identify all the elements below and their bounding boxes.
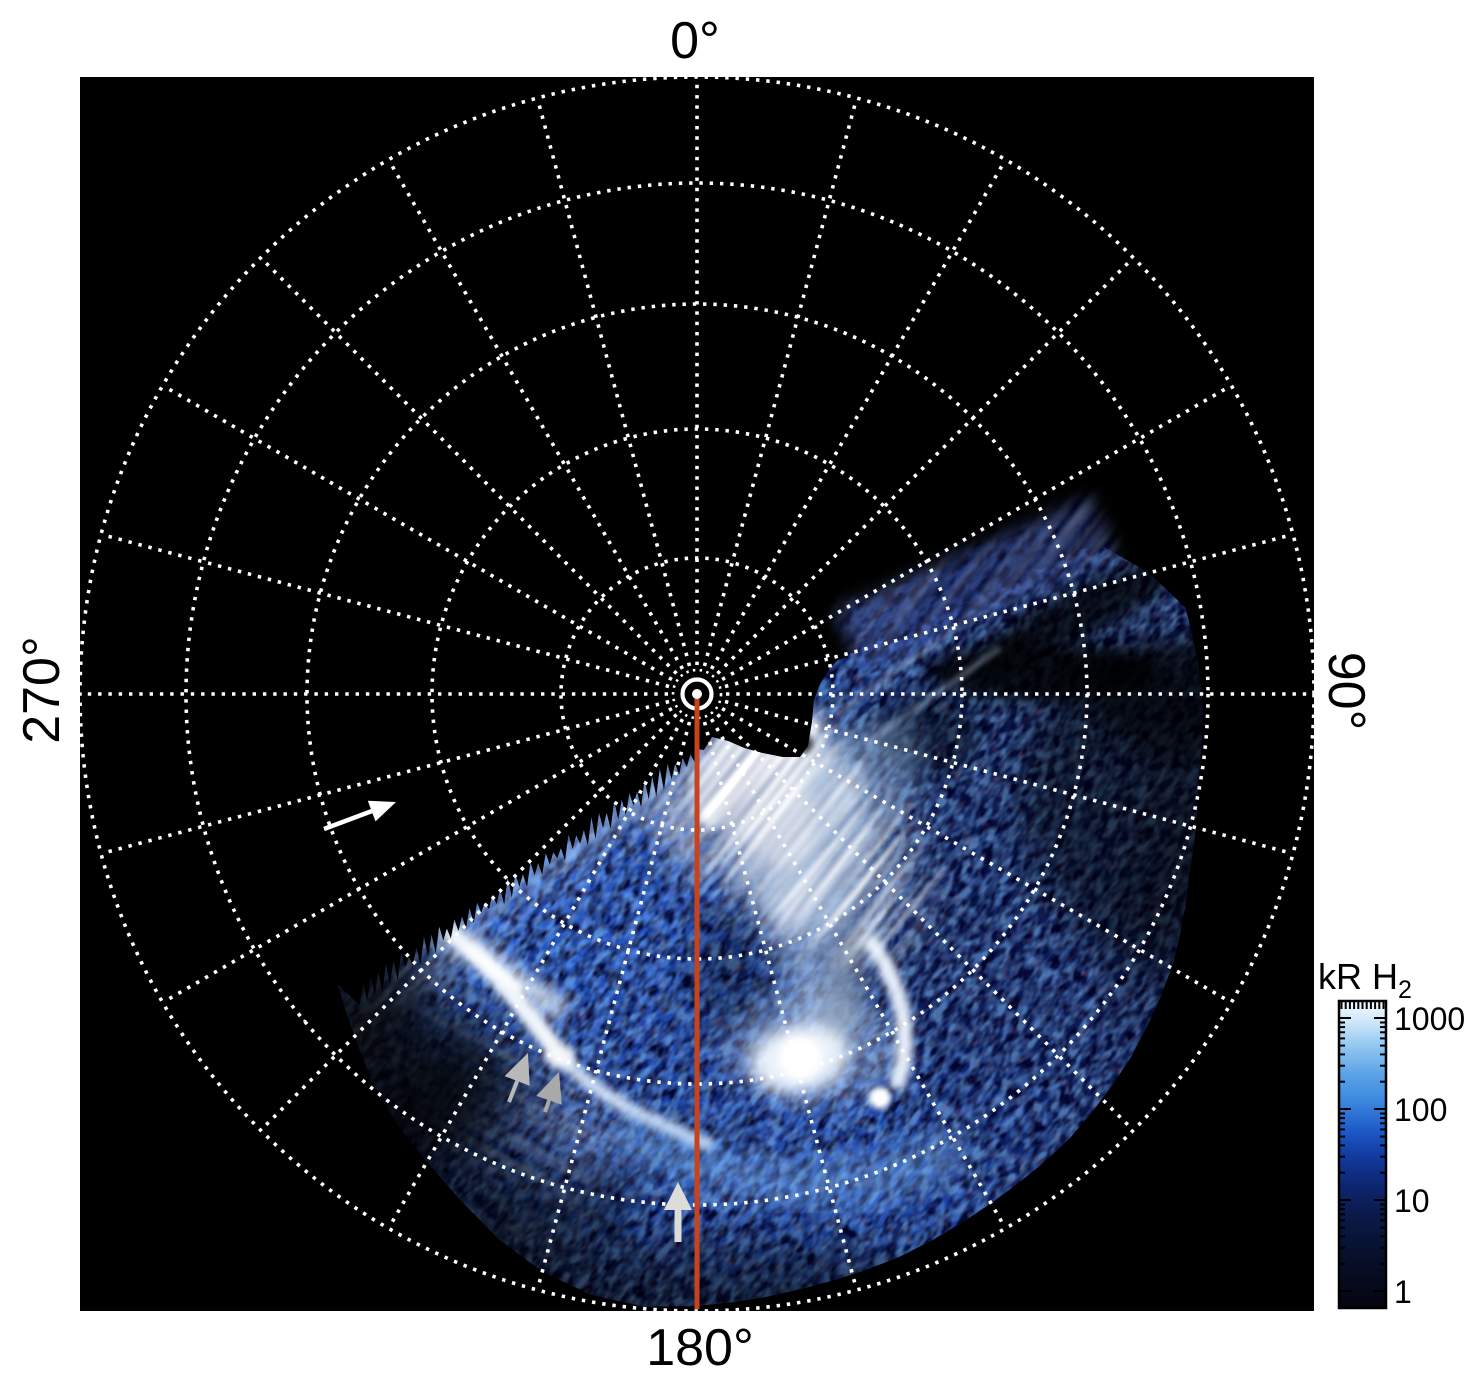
svg-text:1: 1 [1394,1274,1412,1310]
svg-text:10: 10 [1394,1183,1430,1219]
svg-text:270°: 270° [13,636,71,744]
svg-text:180°: 180° [646,1319,754,1377]
svg-text:0°: 0° [670,12,720,70]
svg-text:90°: 90° [1317,652,1375,731]
svg-text:1000: 1000 [1394,1001,1465,1037]
svg-text:100: 100 [1394,1092,1447,1128]
svg-text:kR H2: kR H2 [1318,956,1412,1004]
